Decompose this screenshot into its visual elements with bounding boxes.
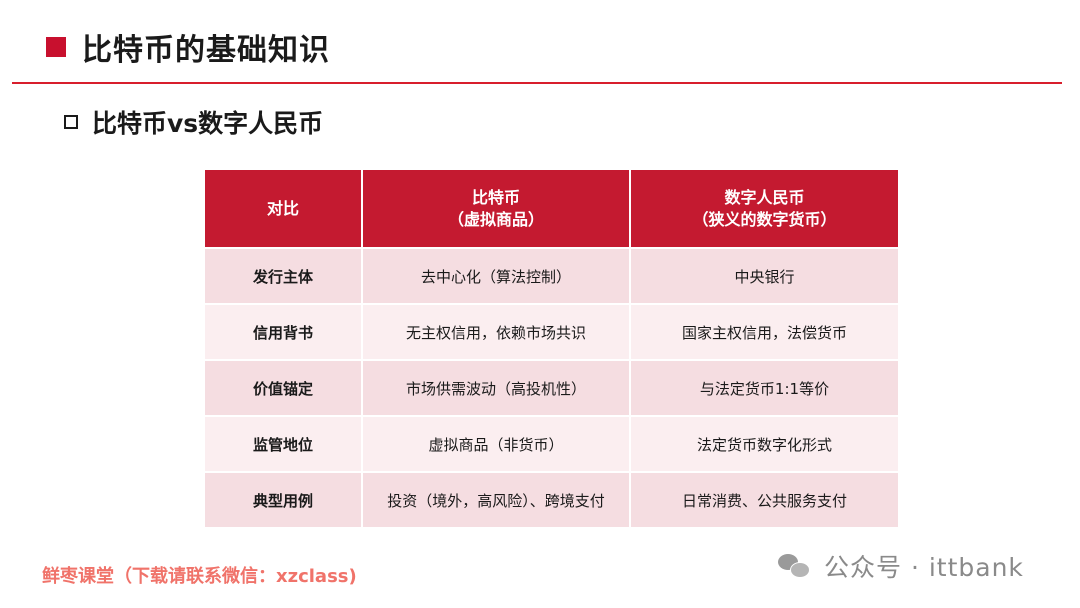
header-bitcoin-line2: （虚拟商品） — [447, 209, 544, 229]
ecny-cell: 日常消费、公共服务支付 — [630, 471, 898, 527]
header-compare: 对比 — [205, 170, 363, 248]
slide-title: 比特币的基础知识 — [82, 33, 330, 68]
table-row: 价值锚定 市场供需波动（高投机性） 与法定货币1:1等价 — [205, 359, 898, 416]
bitcoin-cell: 投资（境外，高风险）、跨境支付 — [362, 471, 631, 527]
header-compare-text: 对比 — [266, 198, 299, 218]
row-label: 发行主体 — [205, 247, 363, 304]
row-label: 典型用例 — [205, 471, 363, 527]
row-label: 价值锚定 — [205, 359, 363, 416]
ecny-cell: 法定货币数字化形式 — [630, 415, 898, 472]
header-bitcoin: 比特币 （虚拟商品） — [362, 170, 631, 248]
row-label: 信用背书 — [205, 303, 363, 360]
ecny-cell: 国家主权信用，法偿货币 — [630, 303, 898, 360]
title-square-icon — [46, 37, 66, 57]
comparison-table: 对比 比特币 （虚拟商品） 数字人民币 （狭义的数字货币） 发行主体 去中心化（… — [205, 170, 898, 527]
footer-credit: 鲜枣课堂（下载请联系微信：xzclass) — [42, 566, 357, 587]
hollow-square-bullet-icon — [64, 115, 78, 129]
title-divider — [12, 82, 1062, 84]
bitcoin-cell: 去中心化（算法控制） — [362, 247, 631, 304]
table-row: 监管地位 虚拟商品（非货币） 法定货币数字化形式 — [205, 415, 898, 472]
watermark-text: 公众号 · ittbank — [824, 553, 1024, 582]
header-ecny-line1: 数字人民币 — [724, 187, 805, 207]
watermark: 公众号 · ittbank — [778, 551, 1024, 582]
header-bitcoin-line1: 比特币 — [471, 187, 520, 207]
header-ecny: 数字人民币 （狭义的数字货币） — [630, 170, 898, 248]
section-heading: 比特币vs数字人民币 — [64, 104, 323, 140]
table-header-row: 对比 比特币 （虚拟商品） 数字人民币 （狭义的数字货币） — [205, 170, 898, 248]
ecny-cell: 中央银行 — [630, 247, 898, 304]
ecny-cell: 与法定货币1:1等价 — [630, 359, 898, 416]
bitcoin-cell: 无主权信用，依赖市场共识 — [362, 303, 631, 360]
row-label: 监管地位 — [205, 415, 363, 472]
wechat-icon — [778, 552, 810, 580]
table-row: 发行主体 去中心化（算法控制） 中央银行 — [205, 247, 898, 304]
bitcoin-cell: 虚拟商品（非货币） — [362, 415, 631, 472]
table-row: 信用背书 无主权信用，依赖市场共识 国家主权信用，法偿货币 — [205, 303, 898, 360]
slide-title-bar: 比特币的基础知识 — [46, 27, 330, 68]
header-ecny-line2: （狭义的数字货币） — [692, 209, 837, 229]
bitcoin-cell: 市场供需波动（高投机性） — [362, 359, 631, 416]
section-heading-text: 比特币vs数字人民币 — [92, 109, 324, 138]
table-row: 典型用例 投资（境外，高风险）、跨境支付 日常消费、公共服务支付 — [205, 471, 898, 527]
